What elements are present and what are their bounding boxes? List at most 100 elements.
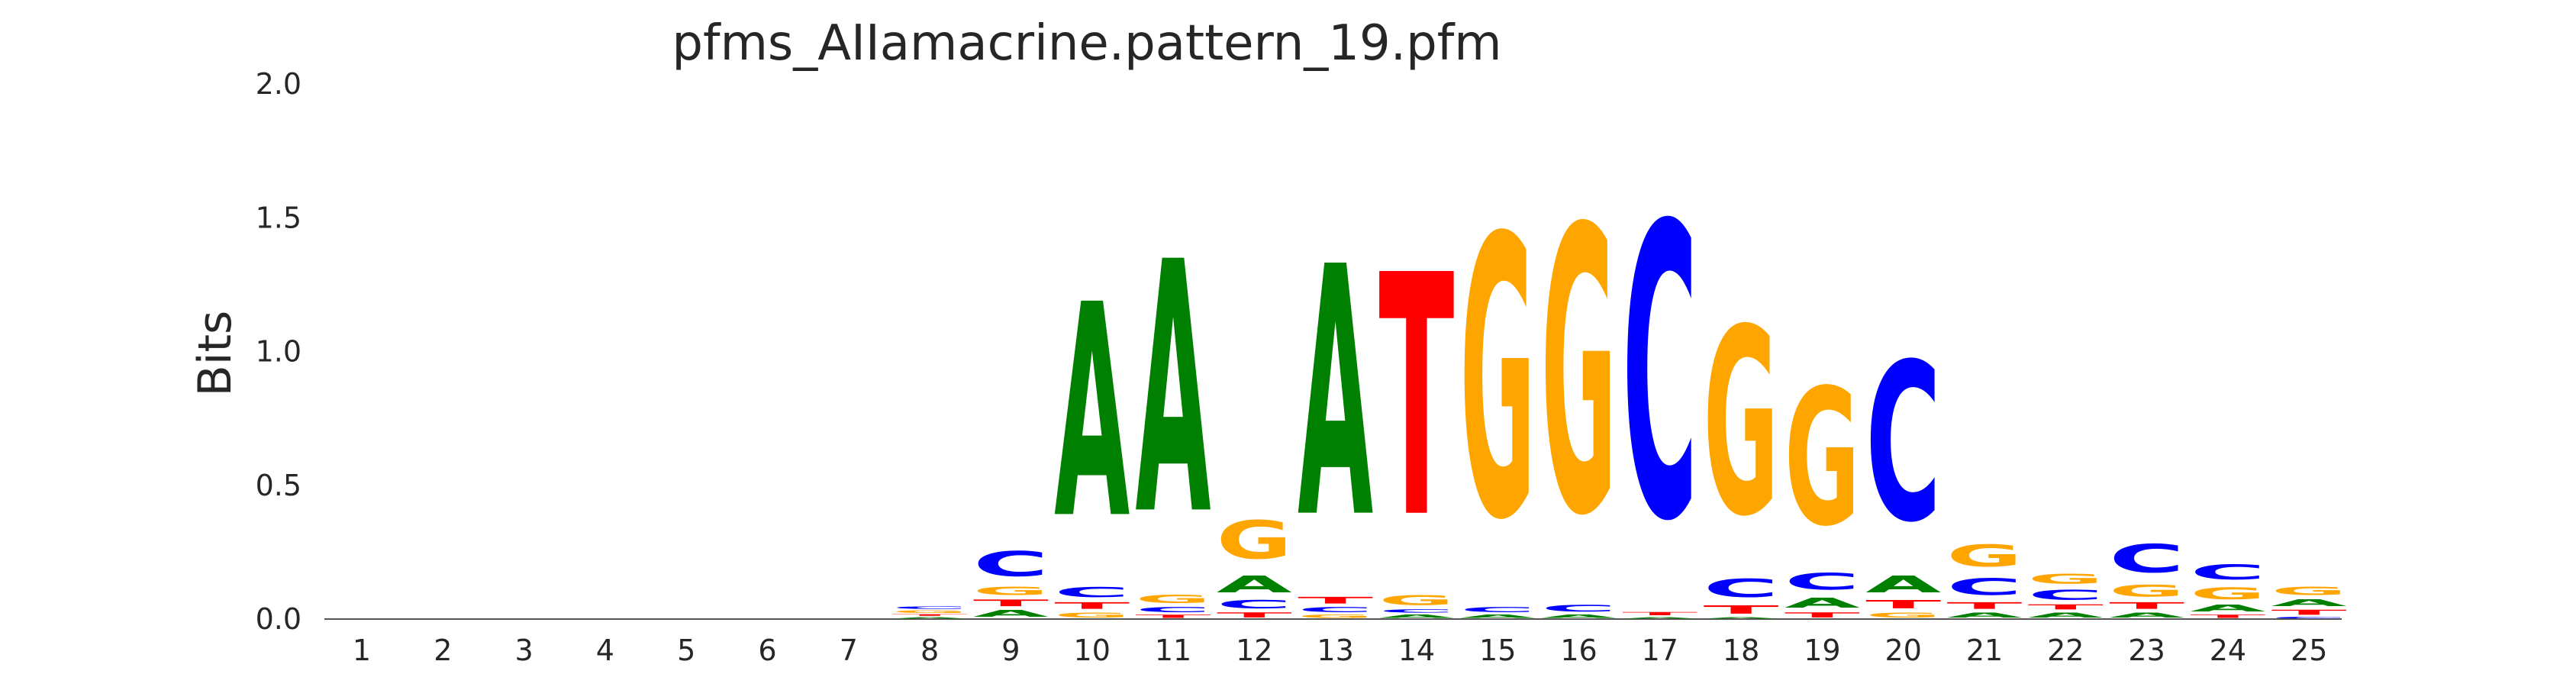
- x-tick-label: 1: [353, 634, 371, 667]
- x-tick-label: 22: [2047, 634, 2084, 667]
- x-tick-label: 4: [596, 634, 614, 667]
- logo-letter-t: T: [1217, 611, 1292, 619]
- x-axis-ticks: 1 2 3 4 5 6 7 8 9 10 11 12 13 14 15 16 17 18 19 20 21 22 23 24 2…: [353, 634, 2327, 667]
- logo-letter-t: T: [1622, 611, 1697, 617]
- x-tick-label: 9: [1001, 634, 1020, 667]
- x-tick-label: 6: [758, 634, 776, 667]
- logo-letter-t: T: [2028, 603, 2104, 611]
- y-tick-label: 0.5: [256, 469, 301, 502]
- logo-letter-a: A: [1622, 617, 1697, 619]
- logo-letter-g: G: [1865, 611, 1941, 619]
- x-tick-label: 21: [1966, 634, 2003, 667]
- y-tick-label: 0.0: [256, 602, 301, 636]
- x-tick-label: 16: [1560, 634, 1597, 667]
- logo-letter-c: C: [1704, 574, 1779, 603]
- logo-letter-a: A: [1217, 571, 1292, 598]
- logo-letter-c: C: [1298, 605, 1373, 614]
- y-tick-label: 1.5: [256, 201, 301, 234]
- x-tick-label: 13: [1317, 634, 1353, 667]
- logo-letter-c: C: [1785, 569, 1860, 595]
- logo-letter-g: G: [2109, 582, 2184, 600]
- x-tick-label: 5: [677, 634, 695, 667]
- logo-letter-a: A: [973, 608, 1049, 619]
- logo-letter-t: T: [973, 598, 1049, 608]
- x-tick-label: 19: [1804, 634, 1840, 667]
- logo-letter-g: G: [1054, 611, 1130, 619]
- logo-letter-a: A: [2271, 598, 2347, 608]
- logo-letter-a: A: [1541, 614, 1617, 619]
- logo-letter-c: C: [1865, 317, 1941, 570]
- logo-letter-t: T: [892, 614, 968, 616]
- logo-letter-t: T: [1785, 611, 1860, 619]
- logo-letter-a: A: [1298, 194, 1374, 594]
- logo-letter-t: T: [1704, 603, 1779, 616]
- logo-letter-a: A: [1136, 189, 1212, 592]
- logo-letter-a: A: [1054, 244, 1130, 583]
- logo-letter-t: T: [1298, 595, 1373, 606]
- x-tick-label: 15: [1479, 634, 1516, 667]
- logo-letter-c: C: [1136, 605, 1211, 614]
- logo-letter-t: T: [1054, 601, 1130, 611]
- logo-letter-t: T: [2109, 601, 2184, 611]
- logo-letter-c: C: [1541, 603, 1617, 614]
- logo-letter-g: G: [1460, 157, 1536, 605]
- x-tick-label: 25: [2291, 634, 2327, 667]
- x-tick-label: 7: [840, 634, 858, 667]
- logo-letter-g: G: [1947, 539, 2023, 573]
- logo-letter-c: C: [2109, 537, 2184, 582]
- logo-letter-g: G: [1136, 592, 1211, 605]
- logo-letter-t: T: [1947, 601, 2023, 611]
- logo-letter-g: G: [892, 610, 968, 614]
- logo-letter-c: C: [1217, 598, 1292, 611]
- x-tick-label: 12: [1236, 634, 1272, 667]
- logo-letter-g: G: [1785, 349, 1860, 568]
- x-tick-label: 20: [1885, 634, 1922, 667]
- x-tick-label: 2: [434, 634, 452, 667]
- x-tick-label: 8: [920, 634, 939, 667]
- y-tick-label: 2.0: [256, 67, 301, 101]
- x-tick-label: 10: [1074, 634, 1111, 667]
- chart-title: pfms_AIIamacrine.pattern_19.pfm: [672, 15, 1501, 72]
- logo-letter-g: G: [1298, 614, 1373, 619]
- logo-letter-t: T: [1136, 614, 1211, 619]
- x-tick-label: 18: [1723, 634, 1759, 667]
- logo-letter-g: G: [1217, 510, 1292, 571]
- x-tick-label: 3: [515, 634, 534, 667]
- logo-letter-c: C: [1378, 608, 1454, 614]
- logo-letter-a: A: [1947, 611, 2023, 619]
- logo-letter-a: A: [892, 617, 968, 619]
- y-axis-ticks: 0.0 0.5 1.0 1.5 2.0: [256, 67, 301, 636]
- x-tick-label: 23: [2128, 634, 2165, 667]
- logo-letter-c: C: [2271, 617, 2347, 619]
- logo-letter-c: C: [973, 544, 1049, 584]
- logo-letter-a: A: [1785, 595, 1860, 611]
- logo-letter-t: T: [2190, 614, 2265, 619]
- logo-letter-g: G: [2190, 585, 2265, 603]
- logo-letter-g: G: [1704, 276, 1779, 573]
- logo-letter-c: C: [1054, 585, 1130, 601]
- logo-letter-t: T: [2271, 608, 2347, 616]
- logo-letter-a: A: [2028, 611, 2104, 619]
- y-tick-label: 1.0: [256, 335, 301, 369]
- logo-letter-a: A: [1865, 571, 1941, 598]
- logo-letter-g: G: [2028, 571, 2104, 587]
- logo-letter-t: T: [1378, 205, 1455, 592]
- y-axis-label: Bits: [189, 311, 242, 397]
- logo-letter-t: T: [1865, 598, 1941, 611]
- logo-letter-a: A: [2109, 611, 2184, 619]
- logo-letter-c: C: [1622, 141, 1697, 610]
- logo-letter-g: G: [973, 585, 1049, 598]
- logo-letter-a: A: [1460, 614, 1536, 619]
- logo-letter-a: A: [1704, 617, 1779, 619]
- logo-letter-g: G: [1378, 592, 1454, 608]
- logo-letter-c: C: [2028, 587, 2104, 603]
- logo-letter-a: A: [2190, 603, 2265, 614]
- x-tick-label: 14: [1398, 634, 1435, 667]
- logo-letter-c: C: [2190, 560, 2265, 584]
- x-tick-label: 11: [1155, 634, 1191, 667]
- logo-stacks: ATGCATGCGTCATCGATCAGGCTAACGTACGACGATCATC…: [892, 141, 2347, 619]
- x-tick-label: 24: [2210, 634, 2246, 667]
- logo-letter-c: C: [1947, 574, 2023, 601]
- logo-letter-c: C: [892, 605, 968, 609]
